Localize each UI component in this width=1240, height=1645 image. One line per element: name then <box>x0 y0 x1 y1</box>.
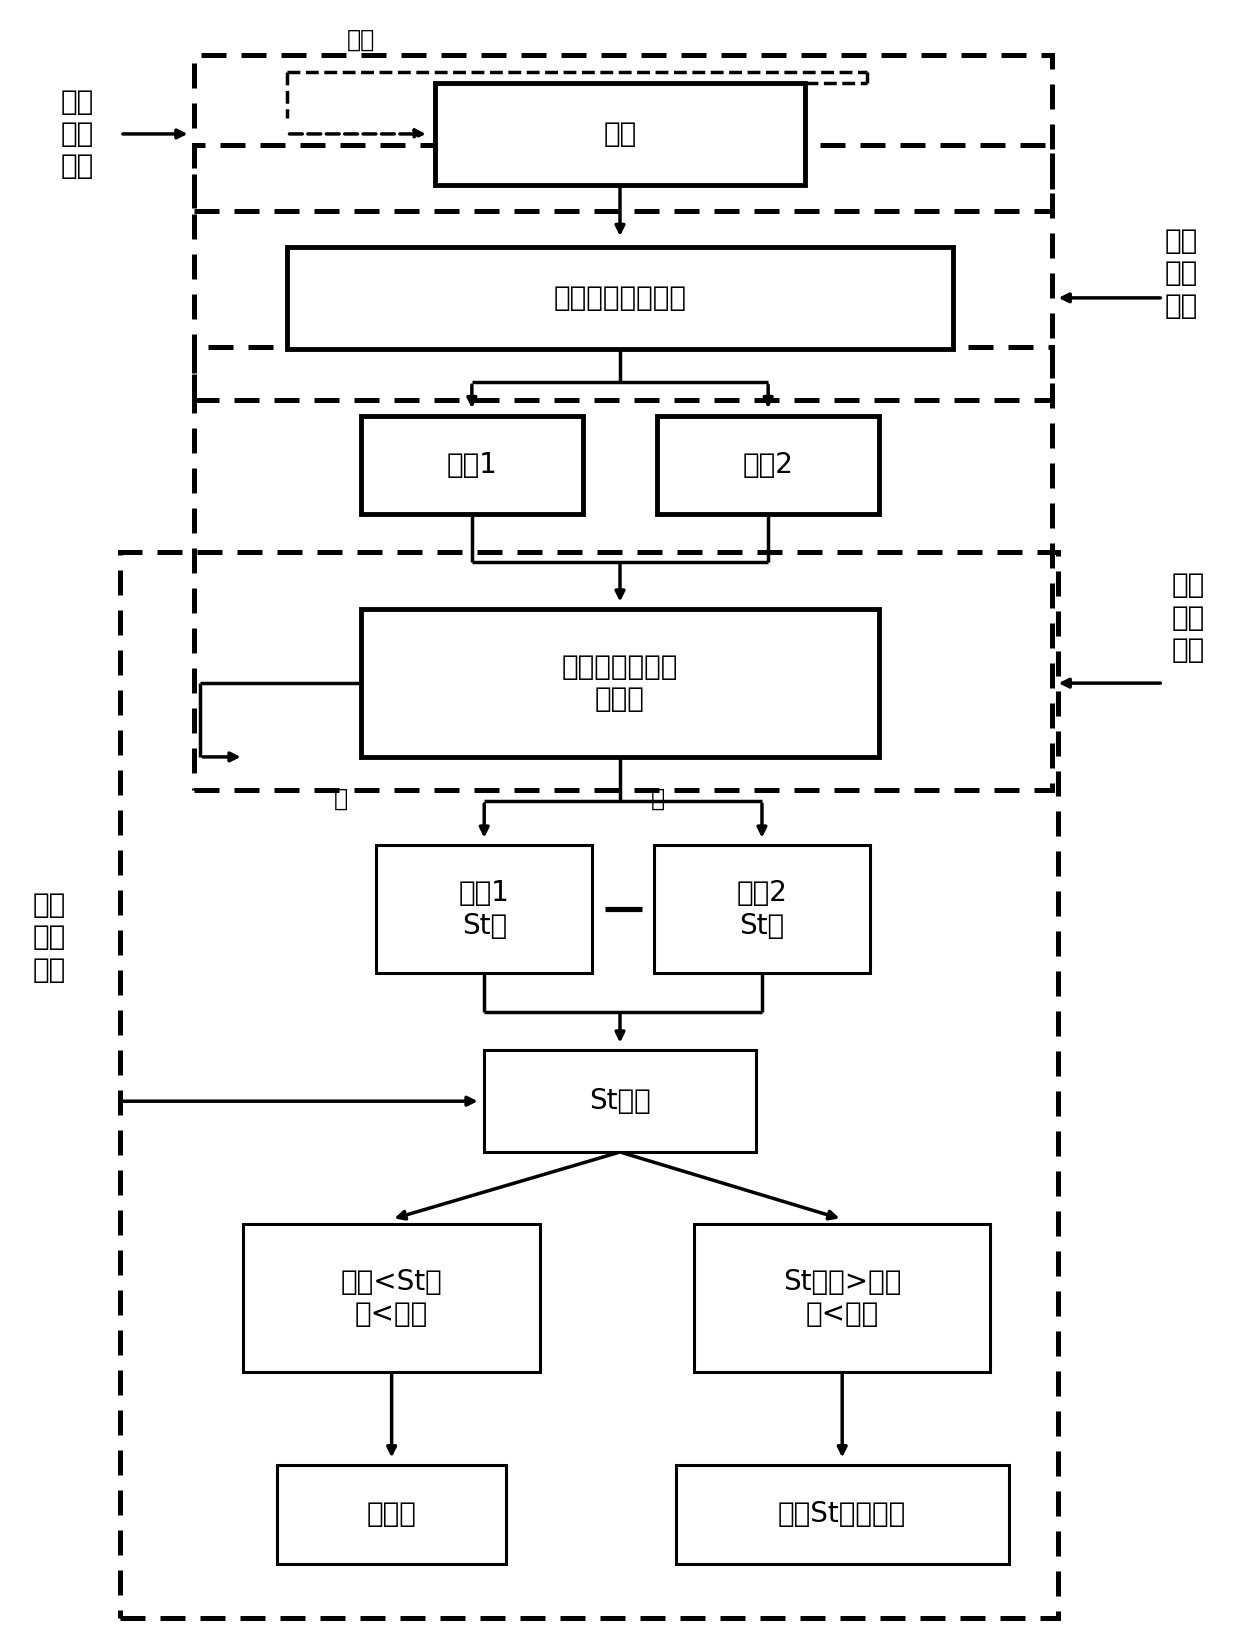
Text: 温度
控制
模块: 温度 控制 模块 <box>1166 227 1198 319</box>
Text: 通道2
St值: 通道2 St值 <box>737 878 787 939</box>
Text: 样本
设置
模块: 样本 设置 模块 <box>61 87 93 181</box>
FancyBboxPatch shape <box>676 1466 1009 1563</box>
Text: 重测: 重测 <box>347 28 374 53</box>
FancyBboxPatch shape <box>435 84 805 184</box>
Text: 数据
分析
模块: 数据 分析 模块 <box>1172 571 1204 665</box>
FancyBboxPatch shape <box>657 416 879 515</box>
FancyBboxPatch shape <box>243 1224 539 1372</box>
Text: 通道1
St值: 通道1 St值 <box>459 878 510 939</box>
Text: 杂合型: 杂合型 <box>367 1500 417 1528</box>
Text: 单链化衍生及杂交: 单链化衍生及杂交 <box>553 285 687 313</box>
Bar <box>195 145 1052 400</box>
Text: 进样: 进样 <box>604 120 636 148</box>
FancyBboxPatch shape <box>278 1466 506 1563</box>
Text: 下限<St值
差<上限: 下限<St值 差<上限 <box>341 1268 443 1328</box>
FancyBboxPatch shape <box>376 846 593 974</box>
FancyBboxPatch shape <box>286 247 954 349</box>
Text: 较小St值基因型: 较小St值基因型 <box>777 1500 906 1528</box>
FancyBboxPatch shape <box>694 1224 991 1372</box>
FancyBboxPatch shape <box>361 416 583 515</box>
Text: 通道2: 通道2 <box>743 451 794 479</box>
FancyBboxPatch shape <box>484 1051 756 1152</box>
Text: 通道1: 通道1 <box>446 451 497 479</box>
Text: St值差: St值差 <box>589 1087 651 1115</box>
FancyBboxPatch shape <box>361 609 879 757</box>
FancyBboxPatch shape <box>653 846 870 974</box>
Bar <box>195 347 1052 790</box>
Bar <box>120 553 1058 1617</box>
Text: 荧光强度是否大
于阈值: 荧光强度是否大 于阈值 <box>562 653 678 714</box>
Text: 否: 否 <box>335 786 348 811</box>
Text: St值差>上限
或<下限: St值差>上限 或<下限 <box>782 1268 901 1328</box>
Text: 后台
设置
模块: 后台 设置 模块 <box>33 892 66 984</box>
Bar <box>195 56 1052 211</box>
Text: 是: 是 <box>651 786 665 811</box>
